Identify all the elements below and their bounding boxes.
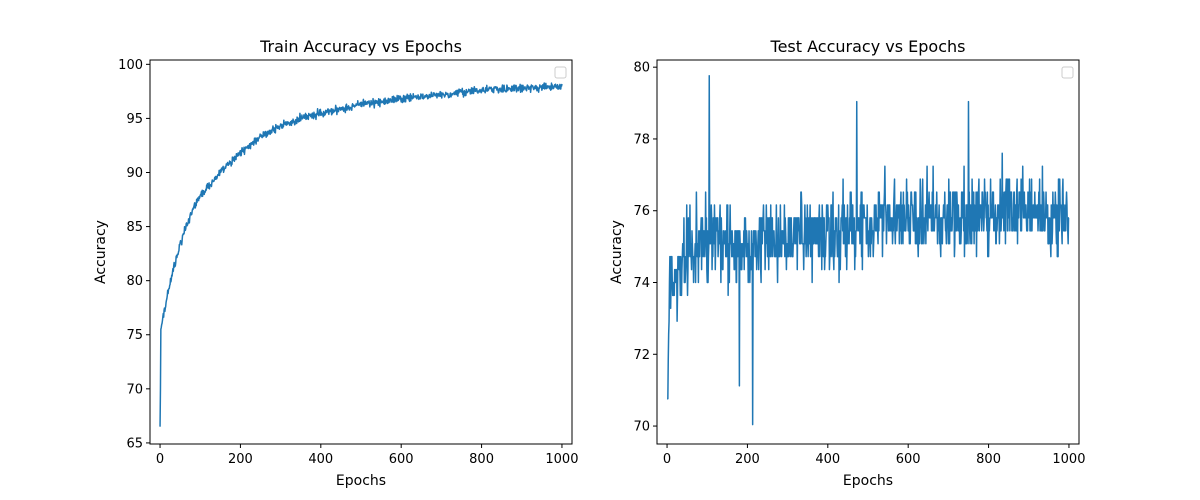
x-tick-label: 200 bbox=[735, 452, 760, 467]
plot-area bbox=[150, 60, 572, 444]
y-tick-label: 70 bbox=[633, 420, 650, 435]
y-axis-label: Accuracy bbox=[93, 220, 109, 284]
x-tick-label: 1000 bbox=[1052, 452, 1085, 467]
chart-title: Train Accuracy vs Epochs bbox=[259, 37, 462, 56]
y-tick-label: 75 bbox=[126, 328, 143, 343]
train-accuracy-line bbox=[159, 82, 563, 427]
y-tick-label: 95 bbox=[126, 112, 143, 127]
y-axis-label: Accuracy bbox=[609, 220, 625, 284]
x-axis-label: Epochs bbox=[336, 473, 386, 489]
y-tick-label: 72 bbox=[633, 348, 650, 363]
x-tick-label: 0 bbox=[663, 452, 671, 467]
y-tick-label: 80 bbox=[126, 274, 143, 289]
y-tick-label: 90 bbox=[126, 166, 143, 181]
y-tick-label: 70 bbox=[126, 382, 143, 397]
legend-box bbox=[1061, 66, 1074, 79]
y-tick-label: 76 bbox=[633, 204, 650, 219]
y-tick-label: 85 bbox=[126, 220, 143, 235]
y-tick-label: 100 bbox=[118, 58, 143, 73]
x-tick-label: 400 bbox=[815, 452, 840, 467]
x-axis-label: Epochs bbox=[843, 473, 893, 489]
x-tick-label: 1000 bbox=[545, 452, 578, 467]
tick-group: 0 200 400 600 800 1000 65 70 75 80 85 90 95 100 bbox=[118, 58, 578, 467]
chart-title: Test Accuracy vs Epochs bbox=[770, 37, 966, 56]
x-tick-label: 200 bbox=[228, 452, 253, 467]
plot-frame bbox=[149, 59, 573, 445]
x-tick-label: 800 bbox=[469, 452, 494, 467]
train-accuracy-chart: Train Accuracy vs Epochs 0 200 400 600 800 10… bbox=[93, 37, 578, 489]
x-tick-label: 0 bbox=[156, 452, 164, 467]
x-tick-label: 600 bbox=[389, 452, 414, 467]
y-tick-label: 65 bbox=[126, 436, 143, 451]
plot-frame bbox=[656, 59, 1080, 445]
tick-group: 0 200 400 600 800 1000 70 72 74 76 78 80 bbox=[633, 61, 1085, 467]
x-tick-label: 600 bbox=[896, 452, 921, 467]
legend-box bbox=[554, 66, 567, 79]
y-tick-label: 78 bbox=[633, 132, 650, 147]
test-accuracy-chart: Test Accuracy vs Epochs 0 200 400 600 800 100… bbox=[609, 37, 1085, 489]
y-tick-label: 80 bbox=[633, 61, 650, 76]
x-tick-label: 400 bbox=[308, 452, 333, 467]
test-accuracy-line bbox=[666, 75, 1070, 426]
y-tick-label: 74 bbox=[633, 276, 650, 291]
x-tick-label: 800 bbox=[976, 452, 1001, 467]
